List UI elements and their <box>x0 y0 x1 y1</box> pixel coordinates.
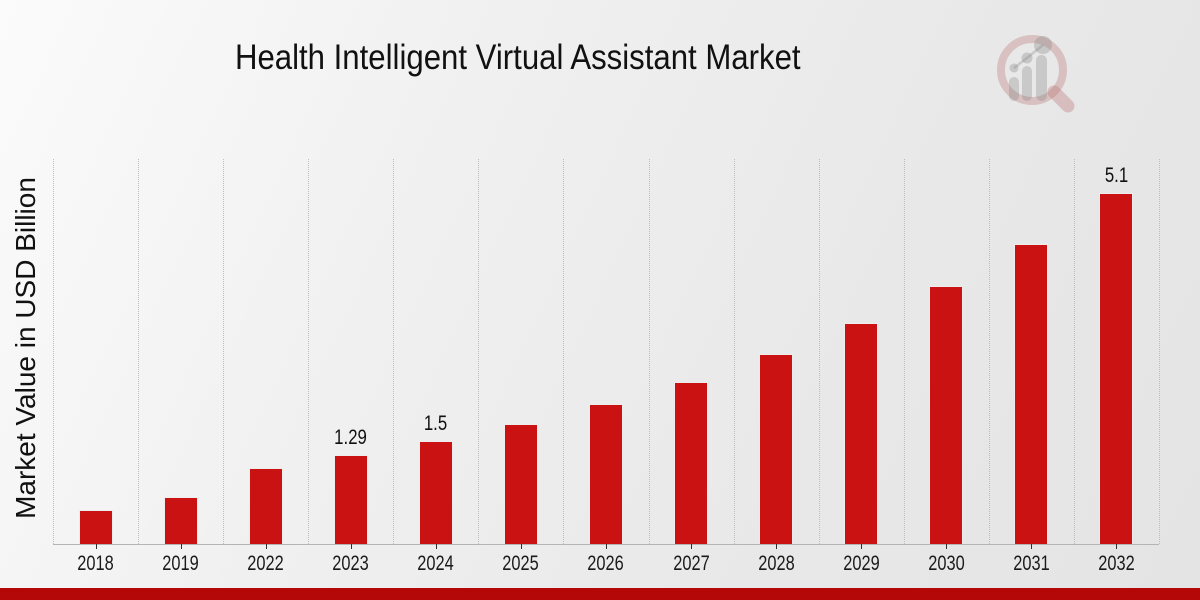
logo-bar-tall-icon <box>1036 55 1047 101</box>
magnifier-ring-icon <box>997 35 1067 105</box>
x-tick-label-2028: 2028 <box>757 552 795 575</box>
x-axis-tick <box>265 544 267 549</box>
vertical-gridline <box>648 159 650 544</box>
vertical-gridline <box>903 159 905 544</box>
vertical-gridline <box>1073 159 1075 544</box>
bar-2025 <box>503 424 538 544</box>
x-axis-tick <box>350 544 352 549</box>
bar-value-label-2023: 1.29 <box>334 426 368 450</box>
vertical-gridline <box>818 159 820 544</box>
bar-2026 <box>588 403 623 544</box>
x-tick-label-2019: 2019 <box>162 552 199 575</box>
vertical-gridline <box>138 159 140 544</box>
x-axis-tick <box>776 544 778 549</box>
category-slot: 2027 <box>649 159 734 575</box>
vertical-gridline <box>478 159 480 544</box>
bar-2030 <box>929 285 964 544</box>
bar-2019 <box>163 497 198 544</box>
trend-dot-large-icon <box>1034 36 1052 54</box>
x-tick-label-2025: 2025 <box>502 552 540 575</box>
category-slot: 5.1 2032 <box>1074 159 1159 575</box>
x-axis-tick <box>95 544 97 549</box>
x-tick-label-2024: 2024 <box>417 552 455 575</box>
x-axis-tick <box>435 544 437 549</box>
chart-title-wrap: Health Intelligent Virtual Assistant Mar… <box>0 38 1036 78</box>
y-axis-label: Market Value in USD Billion <box>10 177 41 519</box>
x-tick-label-2032: 2032 <box>1098 552 1135 575</box>
bar-2029 <box>844 323 879 544</box>
category-slot: 1.29 2023 <box>308 159 393 575</box>
vertical-gridline <box>563 159 565 544</box>
vertical-gridline <box>53 159 54 544</box>
category-slot: 2031 <box>989 159 1074 575</box>
vertical-gridline <box>733 159 735 544</box>
x-tick-label-2029: 2029 <box>842 552 880 575</box>
category-slot: 2026 <box>563 159 648 575</box>
bar-value-label-2024: 1.5 <box>424 411 448 435</box>
bar-2027 <box>674 381 709 544</box>
bottom-accent-strip <box>0 588 1200 600</box>
trend-line-icon <box>1013 44 1044 69</box>
market-research-logo-icon <box>997 35 1075 113</box>
bar-2018 <box>78 509 113 544</box>
x-tick-label-2026: 2026 <box>587 552 625 575</box>
vertical-gridline <box>223 159 225 544</box>
x-axis-tick <box>861 544 863 549</box>
category-slot: 2018 <box>53 159 138 575</box>
bar-2028 <box>759 353 794 544</box>
chart-title: Health Intelligent Virtual Assistant Mar… <box>235 38 801 77</box>
x-axis-tick <box>520 544 522 549</box>
x-tick-label-2030: 2030 <box>928 552 965 575</box>
logo-bar-mid-icon <box>1022 66 1032 101</box>
x-axis-tick <box>605 544 607 549</box>
category-slot: 1.5 2024 <box>393 159 478 575</box>
bar-2032 <box>1099 193 1134 544</box>
x-tick-label-2022: 2022 <box>247 552 284 575</box>
category-slot: 2029 <box>819 159 904 575</box>
x-axis-tick <box>691 544 693 549</box>
x-axis-tick <box>1031 544 1033 549</box>
x-tick-label-2027: 2027 <box>672 552 710 575</box>
bar-value-label-2032: 5.1 <box>1104 164 1129 188</box>
x-axis-tick <box>1116 544 1118 549</box>
magnifier-handle-icon <box>1047 85 1075 113</box>
category-slot: 2025 <box>478 159 563 575</box>
x-tick-label-2023: 2023 <box>332 552 369 575</box>
category-slot: 2019 <box>138 159 223 575</box>
x-axis-tick <box>180 544 182 549</box>
bar-2023 <box>333 455 368 544</box>
bar-2031 <box>1014 243 1049 544</box>
bar-2024 <box>418 440 453 544</box>
plot-area: 2018 2019 2022 1.29 2023 1.5 2024 2025 2026 2027 2… <box>53 159 1160 575</box>
logo-bar-short-icon <box>1009 77 1019 101</box>
category-slot: 2028 <box>734 159 819 575</box>
x-tick-label-2018: 2018 <box>77 552 114 575</box>
trend-dot-mid-icon <box>1021 52 1033 64</box>
vertical-gridline <box>308 159 310 544</box>
category-slot: 2022 <box>223 159 308 575</box>
bar-2022 <box>248 468 283 544</box>
x-axis-tick <box>946 544 948 549</box>
trend-dot-small-icon <box>1009 63 1019 73</box>
category-slot: 2030 <box>904 159 989 575</box>
vertical-gridline <box>1159 159 1160 544</box>
x-tick-label-2031: 2031 <box>1013 552 1050 575</box>
vertical-gridline <box>988 159 990 544</box>
vertical-gridline <box>393 159 395 544</box>
